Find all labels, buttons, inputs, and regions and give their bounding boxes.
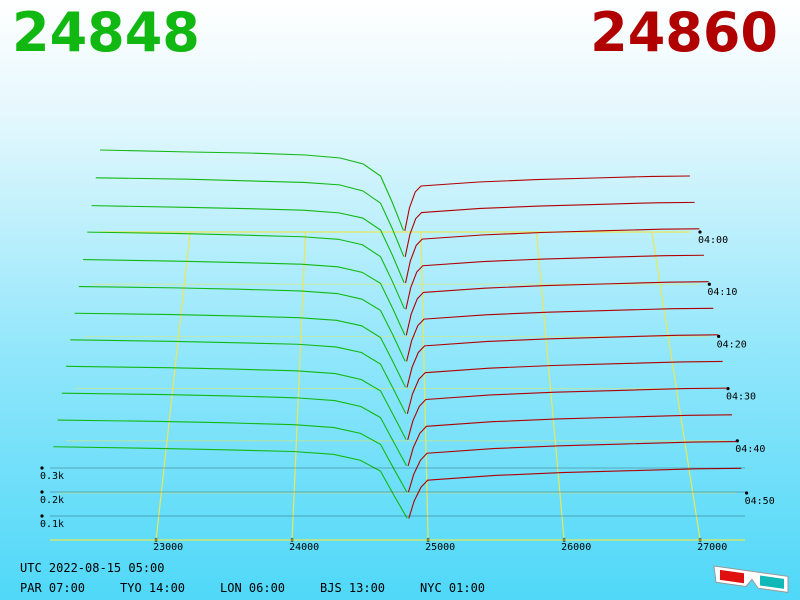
bid-depth-line bbox=[70, 339, 407, 414]
z-tick bbox=[40, 490, 44, 494]
zone-time: BJS 13:00 bbox=[320, 581, 386, 595]
bid-depth-line bbox=[95, 177, 405, 257]
x-tick-label: 24000 bbox=[289, 542, 319, 553]
ask-depth-line bbox=[404, 228, 700, 284]
bid-depth-line bbox=[83, 258, 406, 336]
grid-line bbox=[535, 231, 565, 541]
z-tick-label: 0.1k bbox=[40, 519, 64, 530]
ask-price: 24860 bbox=[590, 1, 778, 64]
time-tick-label: 04:20 bbox=[717, 339, 747, 350]
time-tick-label: 04:40 bbox=[735, 444, 765, 455]
bid-price: 24848 bbox=[12, 1, 200, 64]
ask-depth-line bbox=[404, 201, 695, 257]
x-tick-label: 26000 bbox=[561, 542, 591, 553]
bid-depth-line bbox=[57, 419, 408, 493]
time-tick-label: 04:30 bbox=[726, 392, 756, 403]
z-tick bbox=[40, 514, 44, 518]
time-tick bbox=[698, 230, 702, 234]
bid-depth-line bbox=[91, 205, 405, 283]
utc-time: UTC 2022-08-15 05:00 bbox=[20, 561, 165, 575]
bid-depth-line bbox=[53, 446, 408, 519]
ask-depth-line bbox=[407, 414, 732, 467]
time-tick-label: 04:50 bbox=[745, 496, 775, 507]
ask-depth-line bbox=[405, 254, 704, 310]
bid-depth-line bbox=[61, 392, 407, 467]
zone-time: PAR 07:00 bbox=[20, 581, 86, 595]
3d-glasses-icon[interactable] bbox=[713, 565, 789, 593]
ask-depth-line bbox=[408, 467, 742, 519]
zone-time: LON 06:00 bbox=[220, 581, 286, 595]
time-tick bbox=[707, 282, 711, 286]
bid-depth-line bbox=[78, 286, 406, 362]
z-tick-label: 0.2k bbox=[40, 495, 64, 506]
time-tick bbox=[745, 491, 749, 495]
x-tick-label: 27000 bbox=[697, 542, 727, 553]
ask-depth-line bbox=[406, 307, 714, 362]
bid-depth-line bbox=[87, 231, 405, 310]
bid-depth-line bbox=[99, 149, 404, 231]
zone-time: NYC 01:00 bbox=[420, 581, 486, 595]
time-tick-label: 04:10 bbox=[707, 287, 737, 298]
x-tick-label: 25000 bbox=[425, 542, 455, 553]
ask-depth-line bbox=[407, 387, 728, 441]
zone-time: TYO 14:00 bbox=[120, 581, 186, 595]
grid-line bbox=[420, 231, 429, 541]
bid-depth-line bbox=[66, 365, 407, 440]
x-tick-label: 23000 bbox=[153, 542, 183, 553]
z-tick-label: 0.3k bbox=[40, 471, 64, 482]
time-tick bbox=[717, 334, 721, 339]
z-tick bbox=[40, 466, 44, 470]
ask-depth-line bbox=[407, 441, 737, 493]
bid-depth-line bbox=[74, 312, 406, 388]
ask-depth-line bbox=[406, 334, 718, 388]
ask-depth-line bbox=[405, 281, 709, 336]
ask-depth-line bbox=[406, 360, 723, 414]
time-tick-label: 04:00 bbox=[698, 235, 728, 246]
grid-line bbox=[291, 231, 307, 541]
ask-depth-line bbox=[404, 175, 691, 231]
grid-line bbox=[651, 231, 701, 541]
grid-line bbox=[155, 231, 191, 541]
